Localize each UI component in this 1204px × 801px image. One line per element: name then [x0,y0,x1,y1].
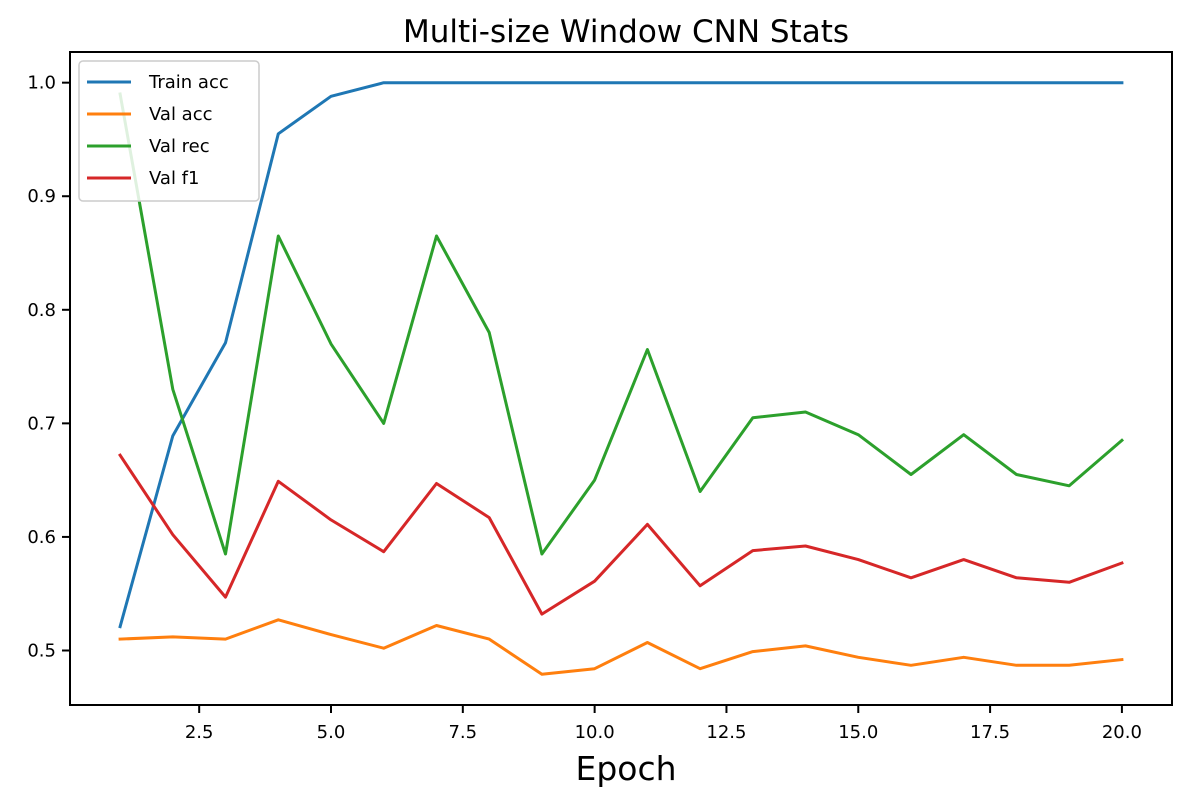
x-tick-label: 7.5 [448,722,477,743]
legend-frame [78,60,260,202]
x-tick-label: 17.5 [970,722,1010,743]
y-tick-label: 0.8 [27,300,56,321]
plot-frame [69,51,1173,706]
series-line-train-acc [118,81,1124,629]
x-tick-label: 5.0 [317,722,346,743]
series-line-val-rec [118,92,1125,556]
y-tick-label: 0.9 [27,186,56,207]
legend: Train acc Val acc Val rec Val f1 [78,60,260,202]
y-tick-label: 0.7 [27,413,56,434]
x-tick-label: 10.0 [575,722,615,743]
legend-label: Val acc [149,104,213,125]
x-tick-label: 20.0 [1102,722,1142,743]
chart-title: Multi-size Window CNN Stats [403,14,849,50]
y-tick-label: 0.6 [27,527,56,548]
legend-label: Val rec [149,136,210,157]
y-tick-label: 1.0 [27,73,56,94]
series-line-val-f1 [118,453,1124,616]
x-tick-label: 12.5 [706,722,746,743]
x-axis-ticks: 2.5 5.0 7.5 10.0 12.5 15.0 17.5 20.0 [185,705,1142,743]
y-tick-label: 0.5 [27,640,56,661]
x-axis-label: Epoch [575,749,676,788]
y-axis-ticks: 0.5 0.6 0.7 0.8 0.9 1.0 [27,73,70,661]
series-line-val-acc [118,618,1124,676]
legend-label: Train acc [148,72,229,93]
x-tick-label: 2.5 [185,722,214,743]
series-lines [118,81,1125,676]
x-tick-label: 15.0 [838,722,878,743]
legend-label: Val f1 [149,168,199,189]
